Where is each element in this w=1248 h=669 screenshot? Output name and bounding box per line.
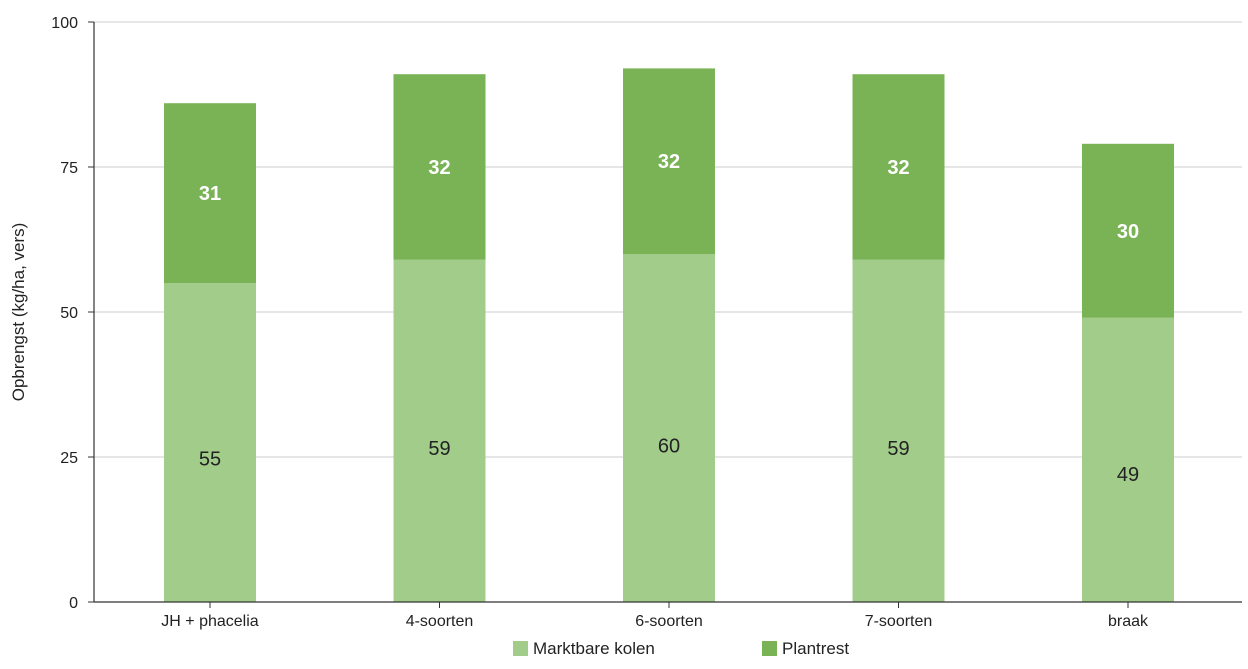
y-tick-label: 25 (60, 450, 78, 467)
legend-label: Marktbare kolen (533, 639, 655, 658)
bar-segment-marktbare-kolen (1082, 317, 1174, 602)
y-tick-label: 0 (69, 595, 78, 612)
data-label: 59 (428, 438, 450, 460)
bars (164, 68, 1174, 602)
data-label: 32 (658, 151, 680, 173)
x-tick-label: 4-soorten (406, 613, 474, 630)
x-tick-label: JH + phacelia (161, 613, 258, 630)
x-tick-label: 6-soorten (635, 613, 703, 630)
data-label: 32 (887, 157, 909, 179)
legend: Marktbare kolen Plantrest (513, 639, 849, 658)
data-label: 30 (1117, 221, 1139, 243)
bar-segment-plantrest (623, 68, 715, 255)
legend-swatch (513, 641, 528, 656)
data-label: 59 (887, 438, 909, 460)
y-tick-label: 75 (60, 160, 78, 177)
y-tick-label: 100 (51, 15, 78, 32)
x-tick-label: braak (1108, 613, 1149, 630)
legend-swatch (762, 641, 777, 656)
data-label: 31 (199, 183, 221, 205)
bar-segment-plantrest (1082, 143, 1174, 318)
bar-segment-marktbare-kolen (852, 259, 945, 602)
bar-segment-marktbare-kolen (164, 283, 256, 602)
bar-segment-marktbare-kolen (623, 254, 715, 602)
bar-segment-plantrest (164, 103, 256, 283)
y-tick-label: 50 (60, 305, 78, 322)
data-label: 49 (1117, 464, 1139, 486)
data-label: 55 (199, 448, 221, 470)
bar-segment-plantrest (852, 74, 945, 260)
axes (88, 21, 1242, 608)
labels: 0 25 50 75 100 55 31 JH + phacelia 59 32 4-soorten… (9, 15, 1149, 630)
bar-segment-plantrest (393, 74, 486, 260)
legend-label: Plantrest (782, 639, 849, 658)
data-label: 32 (428, 157, 450, 179)
data-label: 60 (658, 435, 680, 457)
bar-segment-marktbare-kolen (393, 259, 486, 602)
y-axis-title: Opbrengst (kg/ha, vers) (9, 223, 28, 402)
x-tick-label: 7-soorten (865, 613, 933, 630)
